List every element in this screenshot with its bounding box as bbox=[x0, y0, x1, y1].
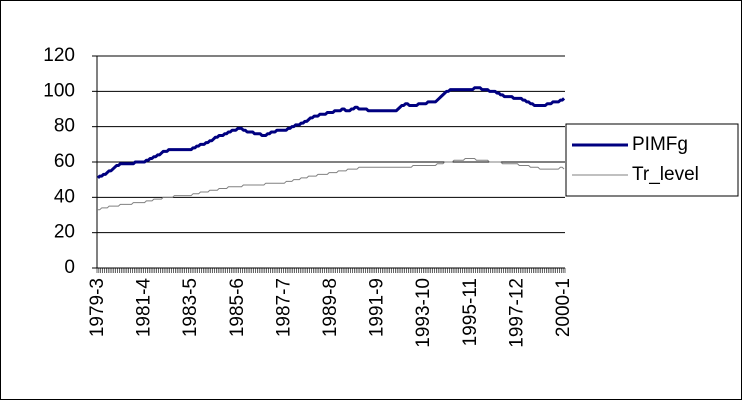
legend-label: PIMFg bbox=[632, 134, 688, 155]
x-tick-label: 1981-4 bbox=[134, 278, 155, 338]
x-tick-label: 1993-10 bbox=[413, 278, 434, 348]
legend-box bbox=[565, 123, 739, 197]
x-tick-label: 1983-5 bbox=[180, 278, 201, 337]
series-line bbox=[96, 86, 566, 179]
y-tick-label: 0 bbox=[64, 257, 75, 278]
x-tick-label: 1987-7 bbox=[273, 278, 294, 337]
x-tick-label: 2000-1 bbox=[553, 278, 574, 337]
y-tick-label: 100 bbox=[43, 80, 75, 101]
x-tick-label: 1989-8 bbox=[320, 278, 341, 337]
y-tick-label: 20 bbox=[54, 222, 75, 243]
x-tick-label: 1985-6 bbox=[227, 278, 248, 337]
x-tick-label: 1991-9 bbox=[367, 278, 388, 337]
y-tick-label: 120 bbox=[43, 45, 75, 66]
x-tick-label: 1979-3 bbox=[87, 278, 108, 337]
series-line bbox=[97, 157, 565, 211]
x-tick-label: 1997-12 bbox=[506, 278, 527, 348]
y-tick-label: 40 bbox=[54, 186, 75, 207]
y-tick-label: 80 bbox=[54, 116, 75, 137]
legend-label: Tr_level bbox=[632, 164, 699, 185]
y-tick-label: 60 bbox=[54, 151, 75, 172]
x-tick-label: 1995-11 bbox=[460, 278, 481, 346]
